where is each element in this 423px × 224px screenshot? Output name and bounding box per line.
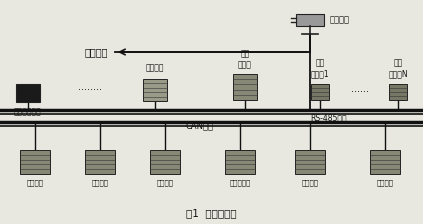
Text: 其他智能设备: 其他智能设备 [14,107,42,116]
Text: ······: ······ [351,87,369,97]
Text: 测控保护: 测控保护 [376,179,393,186]
Bar [370,150,400,174]
Text: 直流系统: 直流系统 [146,63,164,72]
Bar [233,74,257,100]
Bar [85,150,115,174]
Bar [20,150,50,174]
Bar [143,79,167,101]
Bar [389,84,407,100]
Text: 后备保护: 后备保护 [91,179,109,186]
Text: 图1  系统结构图: 图1 系统结构图 [186,208,236,218]
Text: 智能
电度表N: 智能 电度表N [388,59,408,78]
Bar [311,84,329,100]
Bar [295,150,325,174]
Bar [16,84,40,102]
Text: 电容器保护: 电容器保护 [229,179,250,186]
Text: 智能
电度表1: 智能 电度表1 [310,59,330,78]
Text: 线路保护: 线路保护 [157,179,173,186]
Text: ········: ········ [78,85,102,95]
Text: 后台系统: 后台系统 [330,15,350,24]
Text: 接地保护: 接地保护 [302,179,319,186]
Bar [225,150,255,174]
Text: 差动保护: 差动保护 [27,179,44,186]
Bar [150,150,180,174]
Bar [296,14,324,26]
Text: 调度中心: 调度中心 [85,47,108,57]
Text: 通信
管理机: 通信 管理机 [238,50,252,69]
Text: CAN总线: CAN总线 [186,121,214,130]
Text: RS-485总线: RS-485总线 [310,114,346,123]
